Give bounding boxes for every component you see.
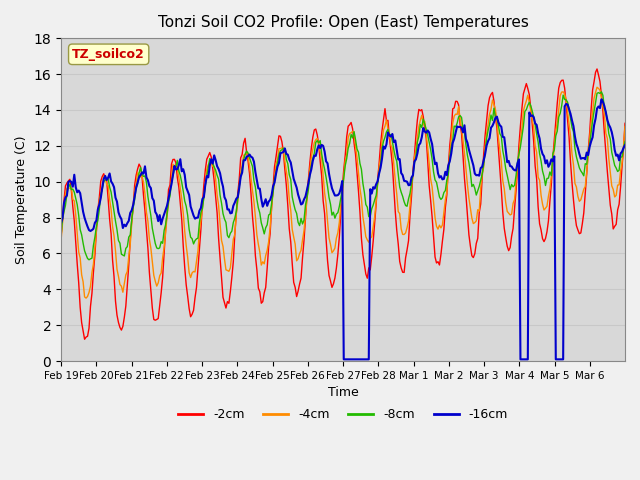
-8cm: [621, 139, 629, 144]
-16cm: [94, 206, 102, 212]
-8cm: [598, 89, 605, 95]
Y-axis label: Soil Temperature (C): Soil Temperature (C): [15, 135, 28, 264]
-2cm: [621, 120, 629, 126]
-4cm: [593, 84, 601, 90]
-2cm: [81, 336, 88, 342]
X-axis label: Time: Time: [328, 386, 358, 399]
-8cm: [85, 257, 93, 263]
Text: TZ_soilco2: TZ_soilco2: [72, 48, 145, 61]
Line: -2cm: -2cm: [61, 69, 625, 339]
-2cm: [545, 218, 552, 224]
Line: -16cm: -16cm: [61, 99, 625, 360]
-2cm: [95, 194, 103, 200]
-16cm: [621, 142, 629, 148]
-2cm: [620, 146, 627, 152]
-4cm: [95, 198, 103, 204]
-16cm: [57, 220, 65, 226]
Legend: -2cm, -4cm, -8cm, -16cm: -2cm, -4cm, -8cm, -16cm: [173, 403, 513, 426]
-16cm: [620, 145, 627, 151]
Line: -8cm: -8cm: [61, 92, 625, 260]
-8cm: [76, 227, 84, 232]
Title: Tonzi Soil CO2 Profile: Open (East) Temperatures: Tonzi Soil CO2 Profile: Open (East) Temp…: [157, 15, 529, 30]
-8cm: [57, 233, 65, 239]
-16cm: [340, 357, 348, 362]
-2cm: [57, 234, 65, 240]
-4cm: [76, 255, 84, 261]
-16cm: [461, 122, 468, 128]
-8cm: [349, 135, 356, 141]
-2cm: [461, 176, 468, 181]
-8cm: [461, 130, 468, 136]
-16cm: [349, 357, 356, 362]
-4cm: [620, 144, 627, 149]
-8cm: [545, 175, 552, 181]
Line: -4cm: -4cm: [61, 87, 625, 298]
-2cm: [76, 304, 84, 310]
-4cm: [461, 151, 468, 156]
-8cm: [95, 207, 103, 213]
-16cm: [545, 164, 552, 169]
-16cm: [76, 190, 84, 196]
-4cm: [57, 238, 65, 244]
-2cm: [349, 126, 356, 132]
-2cm: [593, 66, 601, 72]
-4cm: [621, 123, 629, 129]
-8cm: [620, 145, 627, 151]
-16cm: [598, 96, 605, 102]
-4cm: [82, 295, 90, 301]
-4cm: [349, 128, 356, 134]
-4cm: [545, 193, 552, 199]
